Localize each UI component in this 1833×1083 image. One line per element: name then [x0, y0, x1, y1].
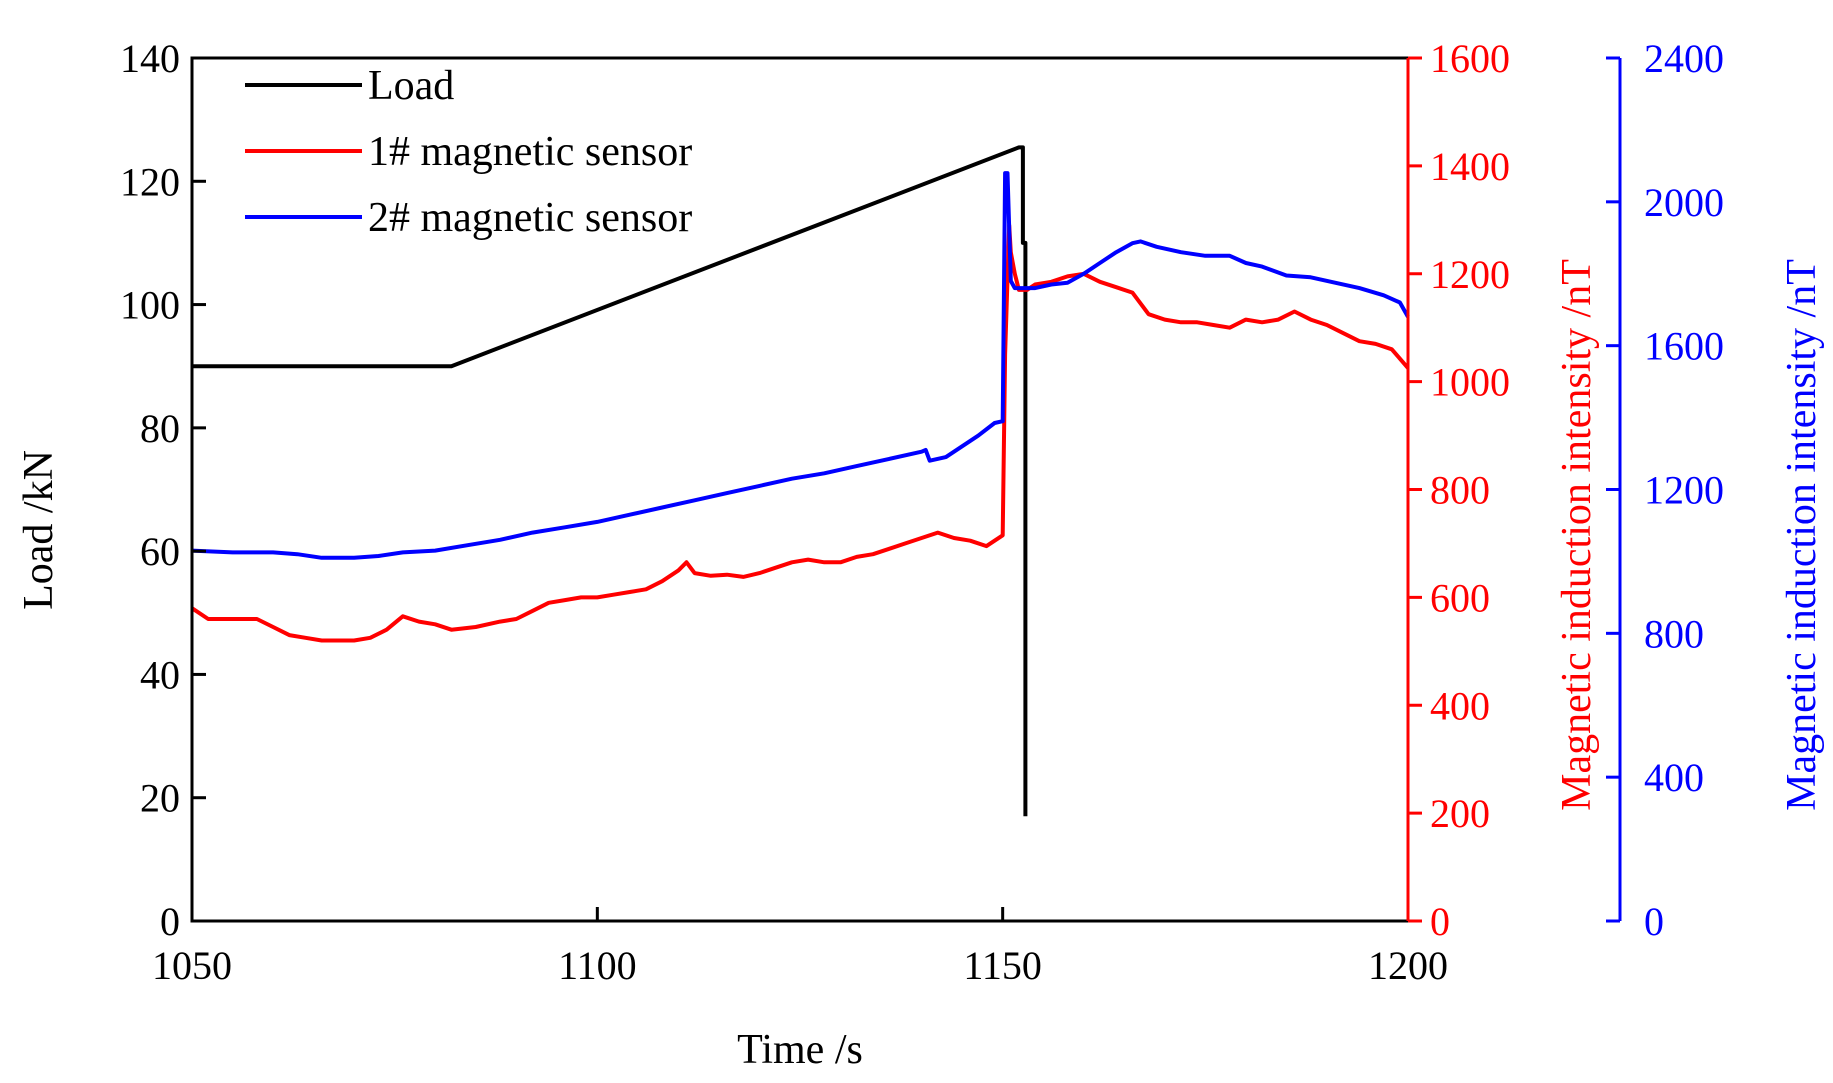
right2-tick-label: 1600: [1644, 324, 1724, 369]
right2-tick-label: 2000: [1644, 180, 1724, 225]
left-y-axis-title: Load /kN: [16, 450, 62, 610]
right-y-axis-1: 0 200 400 600 800 1000 1200 1400 1600: [1406, 36, 1510, 944]
right2-tick-label: 800: [1644, 611, 1704, 656]
right1-tick-label: 1000: [1430, 360, 1510, 405]
right-y-axis-1-title: Magnetic induction intensity /nT: [1554, 259, 1600, 811]
right1-tick-label: 1400: [1430, 144, 1510, 189]
x-tick-label: 1100: [558, 943, 637, 988]
right2-tick-label: 0: [1644, 899, 1664, 944]
left-tick-label: 0: [160, 899, 180, 944]
x-axis-title: Time /s: [737, 1027, 863, 1073]
right1-tick-label: 800: [1430, 468, 1490, 513]
x-tick-label: 1200: [1368, 943, 1448, 988]
series-line-1: [192, 145, 1028, 817]
right1-tick-label: 1600: [1430, 36, 1510, 81]
left-tick-label: 80: [140, 406, 180, 451]
right1-tick-label: 0: [1430, 899, 1450, 944]
right2-tick-label: 2400: [1644, 36, 1724, 81]
left-tick-label: 140: [120, 36, 180, 81]
left-tick-label: 120: [120, 159, 180, 204]
left-tick-label: 20: [140, 776, 180, 821]
right1-tick-label: 400: [1430, 683, 1490, 728]
series-line-2: [190, 223, 1410, 643]
right1-tick-label: 600: [1430, 575, 1490, 620]
right1-tick-label: 1200: [1430, 252, 1510, 297]
right1-tick-label: 200: [1430, 791, 1490, 836]
legend: Load 1# magnetic sensor 2# magnetic sensor: [245, 63, 692, 241]
legend-label-1: Load: [368, 63, 454, 109]
plot-frame: [190, 56, 1410, 923]
left-tick-label: 60: [140, 529, 180, 574]
series-layer: [190, 145, 1410, 817]
x-tick-label: 1050: [152, 943, 232, 988]
series-line-3: [191, 171, 1410, 560]
right2-tick-label: 1200: [1644, 468, 1724, 513]
legend-label-2: 1# magnetic sensor: [368, 129, 692, 175]
x-axis: 1050 1100 1150 1200: [152, 907, 1448, 988]
right-y-axis-2: 0 400 800 1200 1600 2000 2400: [1606, 36, 1724, 944]
x-tick-label: 1150: [963, 943, 1042, 988]
left-tick-label: 40: [140, 652, 180, 697]
left-y-axis: 0 20 40 60 80 100 120 140: [120, 36, 206, 944]
right2-tick-label: 400: [1644, 755, 1704, 800]
right-y-axis-2-title: Magnetic induction intensity /nT: [1779, 259, 1825, 811]
left-tick-label: 100: [120, 283, 180, 328]
legend-label-3: 2# magnetic sensor: [368, 195, 692, 241]
